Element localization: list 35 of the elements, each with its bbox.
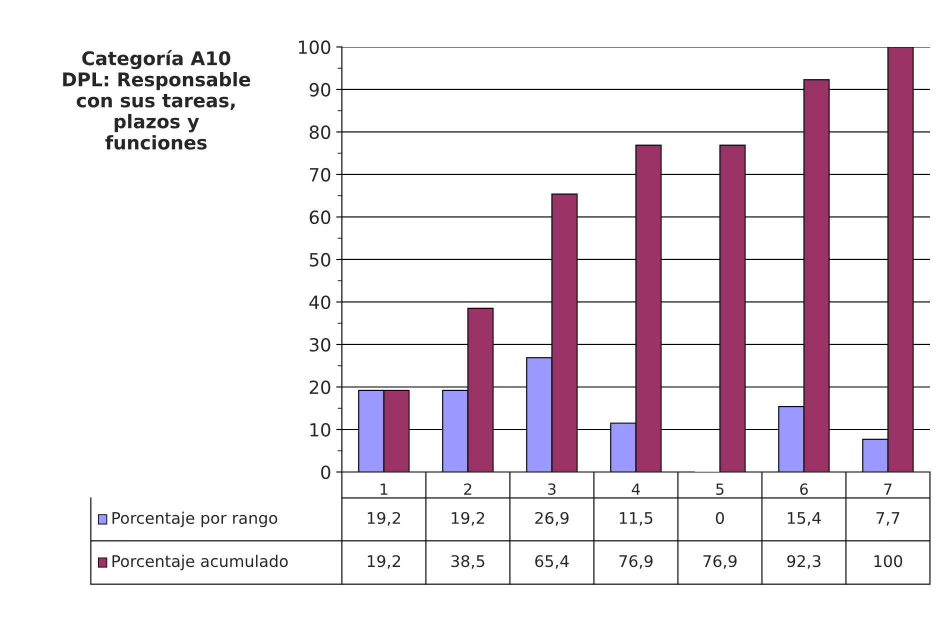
- y-tick-label: 90: [310, 82, 330, 97]
- data-label: 92,3: [787, 555, 820, 569]
- y-tick-label: 10: [310, 422, 330, 437]
- data-label: 26,9: [535, 512, 569, 526]
- data-label: 76,9: [619, 555, 653, 569]
- y-tick-label: 60: [310, 210, 330, 224]
- legend-label: Porcentaje acumulado: [112, 554, 288, 570]
- x-tick-label: 3: [548, 483, 556, 495]
- y-tick-label: 50: [310, 252, 330, 267]
- y-tick-label: 40: [309, 295, 330, 310]
- data-label: 11,5: [620, 512, 652, 526]
- y-tick-label: 100: [298, 40, 330, 54]
- y-tick-label: 80: [310, 125, 330, 140]
- data-label: 19,2: [368, 512, 400, 526]
- x-tick-label: 5: [716, 484, 724, 495]
- data-label: 76,9: [703, 555, 737, 569]
- x-tick-label: 4: [632, 484, 640, 495]
- y-tick-label: 0: [321, 465, 330, 480]
- data-label: 19,2: [452, 512, 484, 526]
- data-label: 19,2: [368, 555, 400, 569]
- y-tick-label: 30: [310, 338, 330, 352]
- data-label: 38,5: [451, 555, 484, 569]
- x-tick-label: 2: [464, 483, 472, 495]
- data-label: 7,7: [876, 512, 900, 526]
- legend-label: Porcentaje por rango: [112, 512, 278, 528]
- x-tick-label: 7: [884, 484, 892, 495]
- y-tick-label: 20: [310, 380, 330, 394]
- x-tick-label: 1: [380, 484, 388, 495]
- data-label: 0: [716, 512, 724, 524]
- data-label: 15,4: [788, 512, 821, 526]
- y-tick-label: 70: [310, 168, 330, 182]
- data-label: 65,4: [535, 555, 569, 569]
- x-tick-label: 6: [800, 483, 808, 495]
- data-label: 100: [874, 555, 902, 568]
- text: Categoría A10 DPL: Responsable con sus tareas, plazos y funciones: [63, 50, 250, 150]
